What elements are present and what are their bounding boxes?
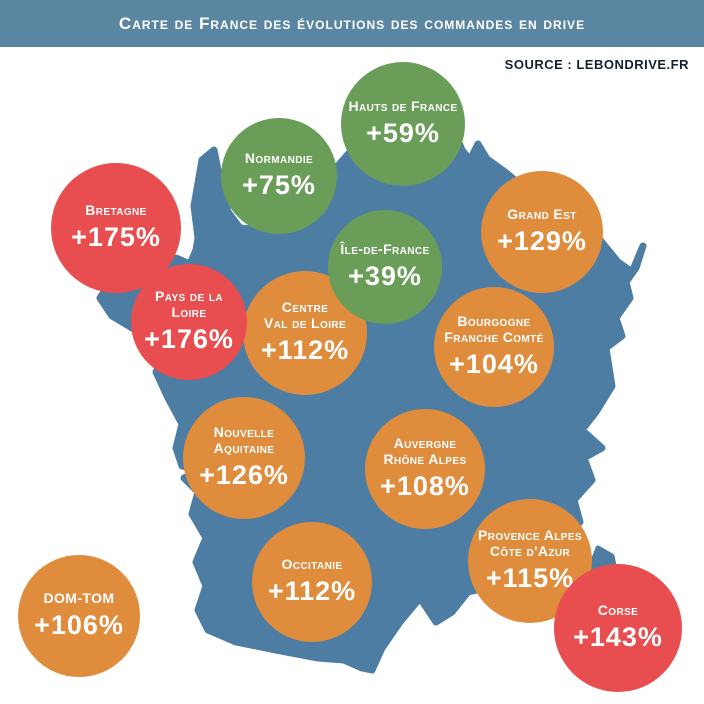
region-name: Normandie (244, 150, 314, 167)
title-bar: Carte de France des évolutions des comma… (0, 0, 704, 47)
region-bubble-occitanie: Occitanie +112% (252, 522, 372, 642)
region-value: +143% (573, 621, 663, 652)
region-name-line: Nouvelle (213, 424, 275, 441)
region-name-line: Loire (171, 304, 207, 320)
region-value: +106% (34, 609, 124, 640)
region-name: Nouvelle Aquitaine (214, 425, 275, 456)
region-bubble-pays-de-la-loire: Pays de la Loire +176% (131, 264, 247, 380)
region-value: +126% (199, 459, 289, 490)
region-bubble-ile-de-france: Île-de-France +39% (328, 210, 442, 324)
region-bubble-grand-est: Grand Est +129% (481, 171, 603, 293)
region-name-line: Normandie (244, 150, 314, 167)
region-value: +104% (449, 348, 539, 379)
region-name-line: Grand Est (507, 206, 577, 223)
region-value: +75% (242, 169, 316, 200)
region-name: Bretagne (85, 202, 147, 219)
region-value: +59% (366, 117, 440, 148)
region-name-line: Côte d'Azur (489, 543, 571, 559)
region-name: Grand Est (507, 206, 577, 223)
region-value: +108% (380, 470, 470, 501)
region-name-line: Pays de la (155, 288, 223, 305)
region-bubble-bourgogne-franche-comte: Bourgogne Franche Comté +104% (434, 287, 554, 407)
region-bubble-normandie: Normandie +75% (221, 118, 337, 234)
region-name-line: Franche Comté (444, 329, 544, 345)
region-bubble-corse: Corse +143% (554, 564, 682, 692)
region-bubble-nouvelle-aquitaine: Nouvelle Aquitaine +126% (183, 397, 305, 519)
page-title: Carte de France des évolutions des comma… (118, 13, 586, 33)
region-bubble-dom-tom: DOM-TOM +106% (18, 555, 140, 677)
region-name-line: Bourgogne (457, 313, 531, 330)
region-name-line: Corse (597, 602, 639, 619)
region-name: Pays de la Loire (155, 289, 223, 320)
region-name-line: Provence Alpes (478, 527, 582, 544)
region-value: +112% (267, 575, 357, 606)
region-name: Hauts de France (348, 98, 458, 115)
region-name-line: Auvergne (393, 435, 457, 452)
region-name-line: Rhône Alpes (383, 451, 467, 467)
region-bubble-auvergne-rhone-alpes: Auvergne Rhône Alpes +108% (365, 409, 485, 529)
region-name-line: DOM-TOM (43, 590, 115, 607)
region-name-line: Val de Loire (263, 315, 347, 331)
region-name: Provence Alpes Côte d'Azur (478, 528, 582, 559)
region-value: +115% (485, 562, 575, 593)
region-name: Centre Val de Loire (264, 300, 346, 331)
region-name-line: Aquitaine (213, 440, 275, 456)
region-value: +176% (144, 323, 234, 354)
region-value: +112% (260, 334, 350, 365)
region-name: DOM-TOM (43, 590, 115, 607)
region-name-line: Occitanie (281, 556, 343, 573)
region-bubble-hauts-de-france: Hauts de France +59% (341, 62, 465, 186)
region-name: Bourgogne Franche Comté (444, 314, 543, 345)
region-name: Auvergne Rhône Alpes (383, 436, 466, 467)
region-name: Corse (597, 602, 639, 619)
region-value: +129% (497, 225, 587, 256)
region-name-line: Île-de-France (340, 241, 430, 258)
region-name-line: Bretagne (85, 202, 147, 219)
region-name: Occitanie (281, 556, 343, 573)
source-credit: SOURCE : LEBONDRIVE.FR (504, 57, 689, 72)
region-name-line: Centre (281, 299, 329, 316)
region-name: Île-de-France (340, 241, 430, 258)
region-value: +175% (71, 221, 161, 252)
region-value: +39% (348, 260, 422, 291)
region-name-line: Hauts de France (348, 98, 458, 115)
